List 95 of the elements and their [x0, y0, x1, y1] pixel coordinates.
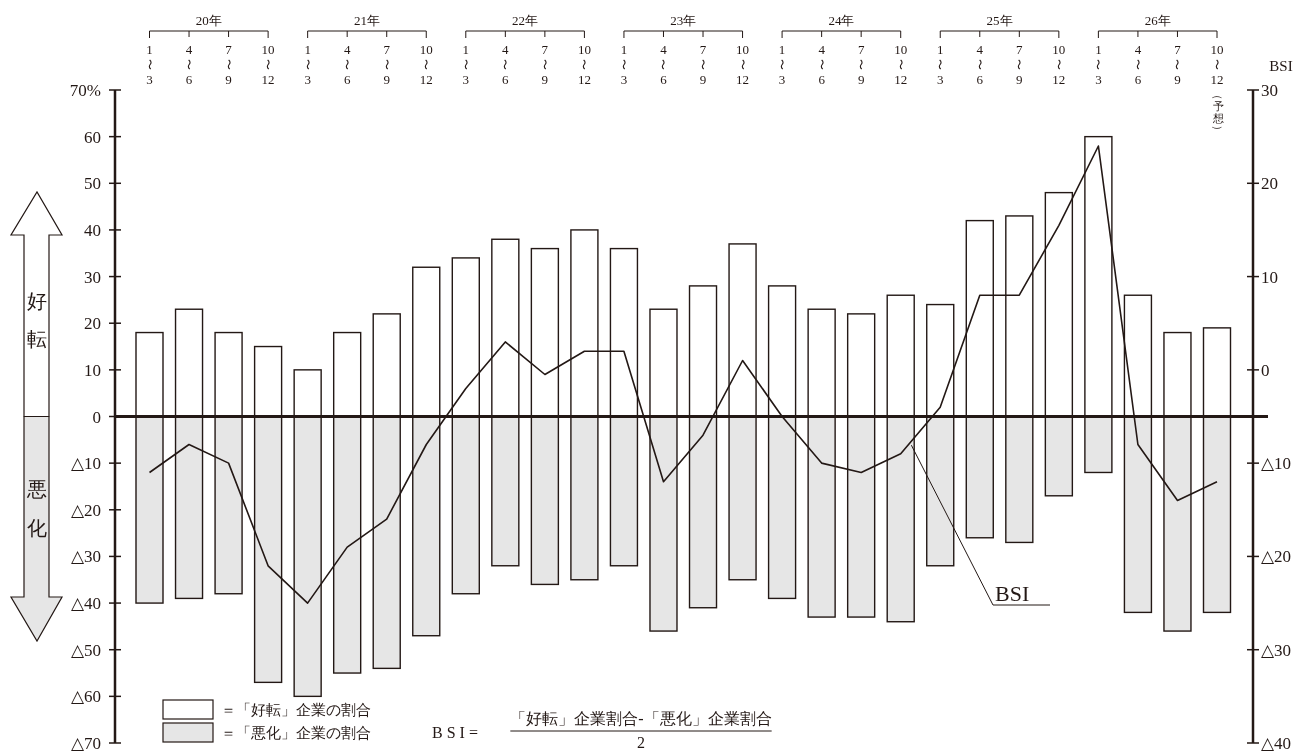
bar	[728, 415, 757, 581]
y-tick-label: △50	[70, 640, 101, 660]
bar	[372, 313, 401, 418]
bar	[886, 294, 915, 418]
bar	[372, 415, 401, 670]
bar	[332, 331, 362, 418]
y-tick-label: △40	[70, 594, 101, 614]
bar	[1084, 415, 1113, 474]
bar	[174, 308, 204, 418]
y-tick-label: 60	[84, 127, 101, 147]
bar	[214, 331, 243, 418]
y2-tick-label: △10	[1261, 454, 1292, 474]
bar	[135, 331, 164, 418]
y2-tick-label: △20	[1261, 547, 1292, 567]
bar	[728, 243, 757, 418]
bar	[1163, 331, 1192, 418]
bar	[1163, 415, 1192, 632]
bar	[530, 415, 560, 586]
bar	[1044, 415, 1074, 497]
bar	[174, 415, 204, 600]
bar	[767, 415, 797, 600]
text: 23年	[670, 13, 697, 28]
y2-tick-label: 30	[1261, 81, 1278, 100]
bar	[451, 257, 480, 418]
text: BSI	[995, 581, 1030, 606]
text: 22年	[512, 13, 539, 28]
y-tick-label: △70	[70, 734, 101, 751]
bar	[451, 415, 480, 595]
bar	[767, 285, 797, 418]
y-tick-label: 50	[84, 174, 101, 194]
annotation: 2	[637, 734, 645, 751]
y2-tick-label: △40	[1261, 734, 1292, 751]
bar	[846, 415, 876, 618]
bar	[965, 415, 994, 539]
annotation: 「好転」企業割合-「悪化」企業割合	[510, 710, 772, 727]
y-tick-label: △10	[70, 454, 101, 474]
bar	[530, 247, 560, 418]
bar	[609, 247, 639, 418]
bar	[1123, 415, 1153, 614]
bar	[1202, 327, 1232, 418]
bar	[886, 415, 915, 623]
bar	[649, 415, 678, 632]
bar	[649, 308, 678, 418]
bar	[1202, 415, 1232, 614]
legend-label: ＝「好転」企業の割合	[221, 702, 371, 718]
bar	[570, 229, 599, 418]
bar	[412, 266, 441, 418]
text: 好転	[26, 276, 48, 352]
legend-label: ＝「悪化」企業の割合	[221, 725, 371, 741]
bar	[214, 415, 243, 595]
y-tick-label: 30	[84, 267, 101, 287]
bar	[1123, 294, 1153, 418]
bar	[1044, 191, 1074, 418]
bar	[965, 219, 994, 418]
annotation: B S I =	[432, 724, 478, 741]
y-tick-label: △60	[70, 687, 101, 707]
y-tick-label: 0	[92, 407, 101, 427]
text: 26年	[1144, 13, 1171, 28]
bar	[1005, 215, 1034, 418]
text: 20年	[195, 13, 222, 28]
bar	[491, 238, 520, 418]
bar	[293, 415, 322, 698]
bar	[491, 415, 520, 567]
bar	[688, 415, 718, 609]
y-tick-label: 10	[84, 360, 101, 380]
y-tick-label: △20	[70, 500, 101, 520]
text: 21年	[353, 13, 380, 28]
bar	[807, 308, 836, 418]
bar	[807, 415, 836, 618]
y2-tick-label: △30	[1261, 640, 1292, 660]
bar	[1084, 135, 1113, 418]
bar	[332, 415, 362, 674]
y2-axis-title: BSI	[1269, 58, 1293, 74]
bar	[609, 415, 639, 567]
bar	[846, 313, 876, 418]
bar	[926, 415, 955, 567]
y2-tick-label: 10	[1261, 267, 1278, 287]
y2-tick-label: 20	[1261, 174, 1278, 194]
bar	[1005, 415, 1034, 544]
bar	[412, 415, 441, 637]
bar	[688, 285, 718, 418]
bar	[926, 303, 955, 418]
y-tick-label: △30	[70, 547, 101, 567]
y2-tick-label: 0	[1261, 360, 1270, 380]
y-tick-label: 70%	[69, 81, 101, 100]
bar	[293, 369, 322, 418]
bar	[135, 415, 164, 604]
bar	[253, 345, 283, 418]
text: 悪化	[26, 464, 48, 540]
bar	[253, 415, 283, 684]
text: 25年	[986, 13, 1013, 28]
y-tick-label: 40	[84, 220, 101, 240]
text: 24年	[828, 13, 855, 28]
y-tick-label: 20	[84, 314, 101, 334]
bar	[570, 415, 599, 581]
